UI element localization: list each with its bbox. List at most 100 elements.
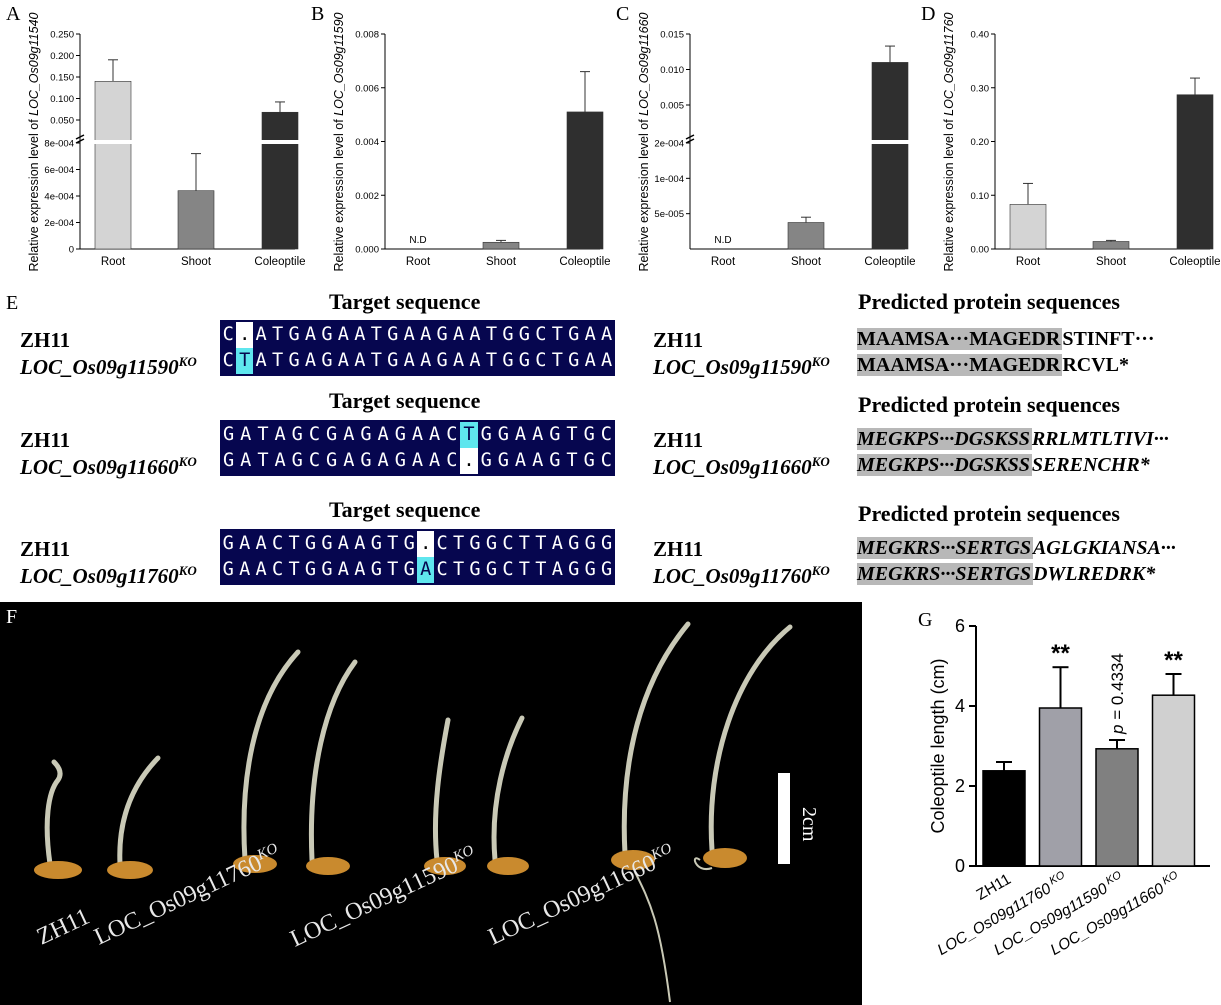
- y-tick-label: 4: [955, 696, 965, 716]
- target-sequence-title: Target sequence: [329, 388, 481, 413]
- bar: [482, 241, 520, 250]
- protein-wt-label: ZH11: [653, 537, 704, 561]
- y-tick-label: 0.010: [660, 65, 684, 76]
- nd-label: N.D: [409, 235, 426, 246]
- bar: [1092, 241, 1130, 250]
- x-tick-label: Shoot: [486, 256, 517, 268]
- expression-chart-c: C Relative expression level of LOC_Os09g1…: [616, 3, 916, 271]
- y-tick-label: 0.00: [971, 245, 990, 256]
- y-tick-label: 0: [955, 856, 965, 876]
- axis-break: [685, 138, 695, 144]
- expression-chart-d: D Relative expression level of LOC_Os09g1…: [921, 3, 1221, 271]
- wt-label: ZH11: [20, 328, 71, 352]
- panel-letter-g: G: [918, 609, 932, 631]
- seedling-shoot: [117, 755, 161, 867]
- y-tick-label: 6e-004: [44, 165, 74, 176]
- y-tick-label: 0.050: [50, 116, 74, 127]
- seedling-photo: F ZH11 LOC_Os09g11760KO LOC_Os09: [0, 602, 862, 1005]
- y-tick-label: 2e-004: [654, 139, 684, 150]
- x-tick-label: ZH11: [974, 871, 1014, 904]
- seedling-shoot: [491, 715, 525, 863]
- y-tick-label: 0.015: [660, 30, 684, 41]
- y-tick-label: 8e-004: [44, 139, 74, 150]
- bar: [261, 111, 299, 250]
- panel-letter: A: [6, 3, 21, 25]
- bar-break-gap: [871, 140, 909, 144]
- protein-ko-label: LOC_Os09g11760KO: [653, 563, 830, 588]
- bar: [1151, 694, 1196, 867]
- panel-letter-f: F: [6, 606, 18, 628]
- wt-label: ZH11: [20, 428, 71, 452]
- y-tick-label: 5e-005: [654, 209, 684, 220]
- protein-ko-label: LOC_Os09g11660KO: [653, 454, 830, 479]
- axis-break: [75, 134, 85, 140]
- significance-marker: **: [1164, 647, 1183, 674]
- axis-break: [75, 138, 85, 144]
- target-sequence-title: Target sequence: [329, 289, 481, 314]
- expression-chart-b: B Relative expression level of LOC_Os09g1…: [311, 3, 611, 271]
- y-tick-label: 0.000: [355, 245, 379, 256]
- seed: [107, 861, 153, 879]
- bar: [566, 111, 604, 250]
- seed: [34, 861, 82, 879]
- protein-ko-sequence: MEGKPS···DGSKSS SERENCHR*: [857, 454, 1150, 476]
- y-tick-label: 0.40: [971, 30, 990, 41]
- y-tick-label: 2: [955, 776, 965, 796]
- bar: [1009, 204, 1047, 250]
- panel-letter: B: [311, 3, 324, 25]
- y-tick-label: 0.008: [355, 30, 379, 41]
- protein-wt-label: ZH11: [653, 428, 704, 452]
- axis-break: [685, 134, 695, 140]
- x-tick-label: Shoot: [1096, 256, 1127, 268]
- x-tick-label: Coleoptile: [254, 256, 305, 268]
- protein-wt-sequence: MEGKPS···DGSKSS RRLMTLTIVI···: [857, 428, 1169, 450]
- ko-label: LOC_Os09g11590KO: [20, 354, 197, 379]
- protein-ko-label: LOC_Os09g11590KO: [653, 354, 830, 379]
- protein-wt-label: ZH11: [653, 328, 704, 352]
- y-tick-label: 0.006: [355, 83, 379, 94]
- protein-ko-sequence: MAAMSA···MAGEDR RCVL*: [857, 354, 1129, 376]
- y-tick-label: 0.250: [50, 30, 74, 41]
- seedling-root: [634, 871, 671, 1003]
- y-tick-label: 0.150: [50, 73, 74, 84]
- x-tick-label: Root: [101, 256, 126, 268]
- panel-letter: D: [921, 3, 935, 25]
- x-tick-label: Root: [711, 256, 736, 268]
- seedling-shoot: [432, 717, 451, 863]
- y-axis-label: Coleoptile length (cm): [928, 658, 948, 833]
- seedling-shoot: [44, 759, 63, 867]
- protein-wt-sequence: MEGKRS···SERTGS AGLGKIANSA···: [857, 537, 1176, 559]
- y-tick-label: 0.100: [50, 94, 74, 105]
- protein-sequence-title: Predicted protein sequences: [858, 392, 1120, 417]
- bar: [94, 81, 132, 250]
- bar-break-gap: [94, 140, 132, 144]
- y-tick-label: 0: [69, 245, 74, 256]
- protein-sequence-title: Predicted protein sequences: [858, 289, 1120, 314]
- y-axis-label: Relative expression level of LOC_Os09g11…: [637, 12, 651, 271]
- p-value-annotation: p = 0.4334: [1108, 653, 1127, 735]
- x-tick-label: Shoot: [791, 256, 822, 268]
- seedlings-drawing: [34, 621, 793, 1003]
- bar: [871, 62, 909, 250]
- x-tick-label: Shoot: [181, 256, 212, 268]
- seed: [487, 857, 529, 875]
- protein-ko-sequence: MEGKRS···SERTGS DWLREDRK*: [857, 563, 1156, 585]
- seed: [233, 855, 277, 873]
- ko-label: LOC_Os09g11760KO: [20, 563, 197, 588]
- y-tick-label: 0.20: [971, 137, 990, 148]
- y-tick-label: 1e-004: [654, 174, 684, 185]
- bar: [1176, 94, 1214, 250]
- panel-letter: C: [616, 3, 629, 25]
- target-sequence-title: Target sequence: [329, 497, 481, 522]
- seedling-shoot: [708, 624, 793, 853]
- y-tick-label: 0.005: [660, 101, 684, 112]
- seedling-shoot: [308, 659, 358, 863]
